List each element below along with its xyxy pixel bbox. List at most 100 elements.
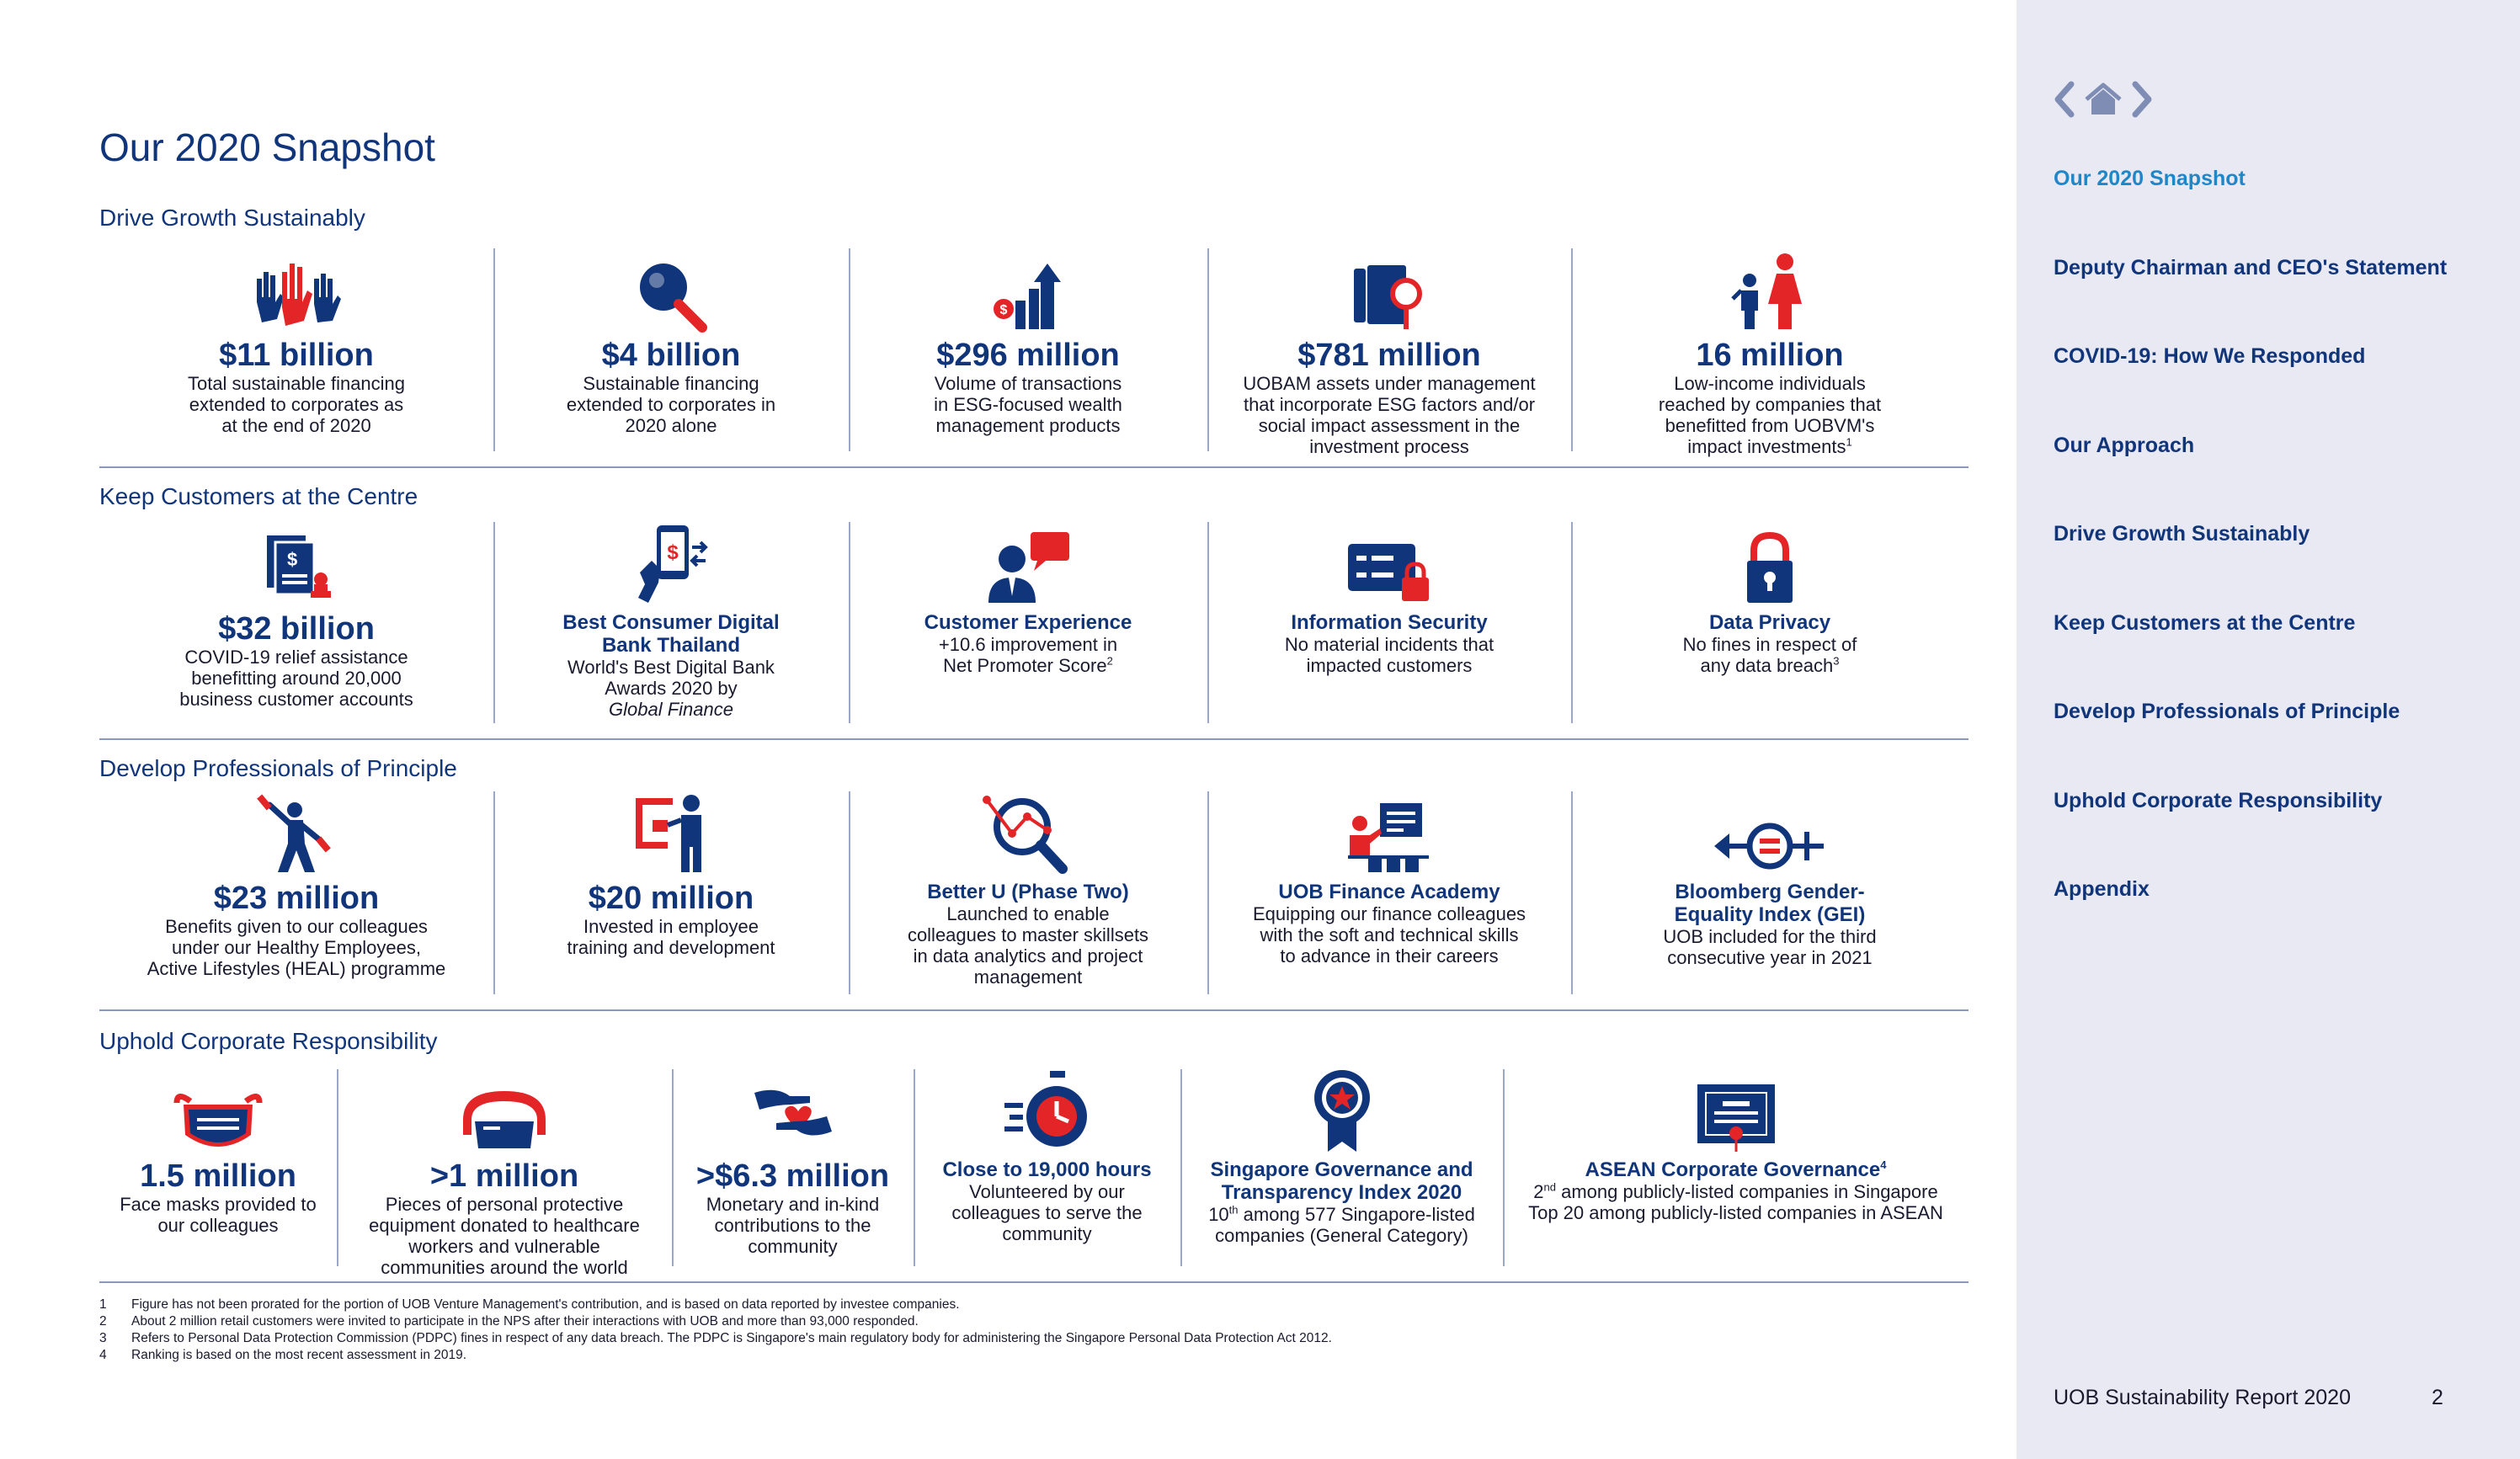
home-icon[interactable] <box>2083 81 2123 118</box>
stat-value: $32 billion <box>218 611 375 647</box>
stat-value: $20 million <box>588 881 754 916</box>
report-name: UOB Sustainability Report 2020 <box>2054 1386 2351 1409</box>
section-title-responsibility: Uphold Corporate Responsibility <box>99 1028 438 1054</box>
stat-description: Sustainable financing extended to corpor… <box>566 373 776 436</box>
svg-text:$: $ <box>1000 303 1008 317</box>
stat-card: 1.5 million Face masks provided to our co… <box>99 1069 337 1283</box>
svg-text:$: $ <box>667 541 679 564</box>
stat-heading: UOB Finance Academy <box>1278 881 1500 903</box>
nav-item[interactable]: Deputy Chairman and CEO's Statement <box>2054 255 2448 280</box>
page-title: Our 2020 Snapshot <box>99 125 435 169</box>
stat-description: 10th among 577 Singapore-listed companie… <box>1208 1203 1475 1246</box>
stat-value: $23 million <box>213 881 380 916</box>
nav-item[interactable]: COVID-19: How We Responded <box>2054 344 2366 368</box>
stat-card: Singapore Governance and Transparency In… <box>1180 1069 1503 1283</box>
stat-card: UOB Finance Academy Equipping our finance… <box>1207 791 1571 1011</box>
stat-card: Data Privacy No fines in respect of any d… <box>1571 522 1969 740</box>
stat-card: ASEAN Corporate Governance4 2nd among pub… <box>1503 1069 1969 1283</box>
stat-heading: ASEAN Corporate Governance4 <box>1585 1158 1887 1181</box>
stat-description: Equipping our finance colleagues with th… <box>1252 903 1526 966</box>
stat-description: No material incidents that impacted cust… <box>1284 634 1494 676</box>
section-title-professionals: Develop Professionals of Principle <box>99 755 457 781</box>
next-page-icon[interactable] <box>2132 81 2154 118</box>
navigation-sidebar <box>2017 0 2520 1459</box>
stat-card: Bloomberg Gender- Equality Index (GEI) UO… <box>1571 791 1969 1011</box>
footnotes: 1 Figure has not been prorated for the po… <box>99 1297 1969 1364</box>
section-row-professionals: $23 million Benefits given to our colleag… <box>99 791 1969 1011</box>
stat-card: $781 million UOBAM assets under managemen… <box>1207 248 1571 468</box>
stat-value: $4 billion <box>601 338 741 373</box>
stat-description: Volume of transactions in ESG-focused we… <box>934 373 1122 436</box>
stat-description: 2nd among publicly-listed companies in S… <box>1528 1180 1943 1223</box>
stat-description: Invested in employee training and develo… <box>567 916 775 958</box>
equality-icon <box>1711 791 1829 876</box>
stat-card: $ $296 million Volume of transactions in E… <box>849 248 1207 468</box>
stat-value: >1 million <box>429 1158 579 1194</box>
nav-item[interactable]: Our Approach <box>2054 433 2195 457</box>
nav-item[interactable]: Develop Professionals of Principle <box>2054 700 2400 723</box>
customer-chat-icon <box>982 522 1074 606</box>
nav-item[interactable]: Drive Growth Sustainably <box>2054 522 2310 546</box>
award-ribbon-icon <box>1313 1069 1372 1153</box>
analytics-magnifier-icon <box>982 791 1074 876</box>
section-row-responsibility: 1.5 million Face masks provided to our co… <box>99 1069 1969 1283</box>
report-page: Our 2020 Snapshot Drive Growth Sustainab… <box>99 125 1969 1364</box>
face-mask-icon <box>172 1069 264 1153</box>
section-title-growth: Drive Growth Sustainably <box>99 205 365 231</box>
stat-heading: Bloomberg Gender- Equality Index (GEI) <box>1674 881 1866 926</box>
stat-card: >1 million Pieces of personal protective … <box>337 1069 672 1283</box>
presenter-icon <box>629 791 713 876</box>
stat-heading: Information Security <box>1291 611 1488 634</box>
stat-value: $11 billion <box>219 338 374 373</box>
relief-document-icon: $ <box>258 522 334 606</box>
nav-item[interactable]: Appendix <box>2054 877 2150 901</box>
footnote: 3 Refers to Personal Data Protection Comm… <box>99 1331 1332 1345</box>
stat-description: Face masks provided to our colleagues <box>120 1194 317 1236</box>
svg-text:$: $ <box>287 549 297 570</box>
nav-item[interactable]: Keep Customers at the Centre <box>2054 610 2356 635</box>
stat-card: 16 million Low-income individuals reached… <box>1571 248 1969 468</box>
stat-value: >$6.3 million <box>695 1158 890 1194</box>
classroom-icon <box>1343 791 1436 876</box>
stat-card: Customer Experience +10.6 improvement in … <box>849 522 1207 740</box>
stat-card: Information Security No material incident… <box>1207 522 1571 740</box>
stat-description: +10.6 improvement in Net Promoter Score2 <box>938 634 1118 676</box>
stat-value: 1.5 million <box>140 1158 296 1194</box>
stat-card: $11 billion Total sustainable financing e… <box>99 248 493 468</box>
giving-hands-icon <box>751 1069 835 1153</box>
nav-item[interactable]: Uphold Corporate Responsibility <box>2054 788 2383 812</box>
stat-description: World's Best Digital Bank Awards 2020 by… <box>567 657 775 720</box>
stat-card: Better U (Phase Two) Launched to enable c… <box>849 791 1207 1011</box>
mobile-payment-icon: $ <box>633 522 709 606</box>
stat-card: $20 million Invested in employee training… <box>493 791 849 1011</box>
stat-description: Launched to enable colleagues to master … <box>907 903 1149 988</box>
stat-description: Low-income individuals reached by compan… <box>1658 373 1882 457</box>
section-row-growth: $11 billion Total sustainable financing e… <box>99 248 1969 468</box>
stat-description: Total sustainable financing extended to … <box>187 373 406 436</box>
stat-heading: Singapore Governance and Transparency In… <box>1210 1158 1473 1204</box>
previous-page-icon[interactable] <box>2053 81 2075 118</box>
stat-description: Benefits given to our colleagues under o… <box>147 916 446 979</box>
stat-heading: Better U (Phase Two) <box>927 881 1129 903</box>
stat-card: $23 million Benefits given to our colleag… <box>99 791 493 1011</box>
raised-hands-icon <box>250 248 343 333</box>
stat-heading: Close to 19,000 hours <box>942 1158 1152 1181</box>
stat-description: UOBAM assets under management that incor… <box>1243 373 1536 457</box>
section-title-customers: Keep Customers at the Centre <box>99 483 418 509</box>
stat-description: Volunteered by our colleagues to serve t… <box>951 1181 1143 1244</box>
stat-value: $296 million <box>936 338 1120 373</box>
stat-card: >$6.3 million Monetary and in-kind contri… <box>672 1069 914 1283</box>
stat-description: No fines in respect of any data breach3 <box>1682 634 1857 676</box>
family-icon <box>1729 248 1810 333</box>
stat-description: Pieces of personal protective equipment … <box>369 1194 640 1278</box>
secure-card-icon <box>1343 522 1436 606</box>
nav-arrows <box>2053 81 2154 118</box>
goggles-icon <box>458 1069 551 1153</box>
stat-card: $ $32 billion COVID-19 relief assistance b… <box>99 522 493 740</box>
exercise-person-icon <box>254 791 338 876</box>
nav-item[interactable]: Our 2020 Snapshot <box>2054 167 2246 190</box>
document-search-icon <box>1347 248 1431 333</box>
stat-value: $781 million <box>1297 338 1481 373</box>
stat-description: COVID-19 relief assistance benefitting a… <box>179 647 413 710</box>
growth-arrow-icon: $ <box>990 248 1066 333</box>
